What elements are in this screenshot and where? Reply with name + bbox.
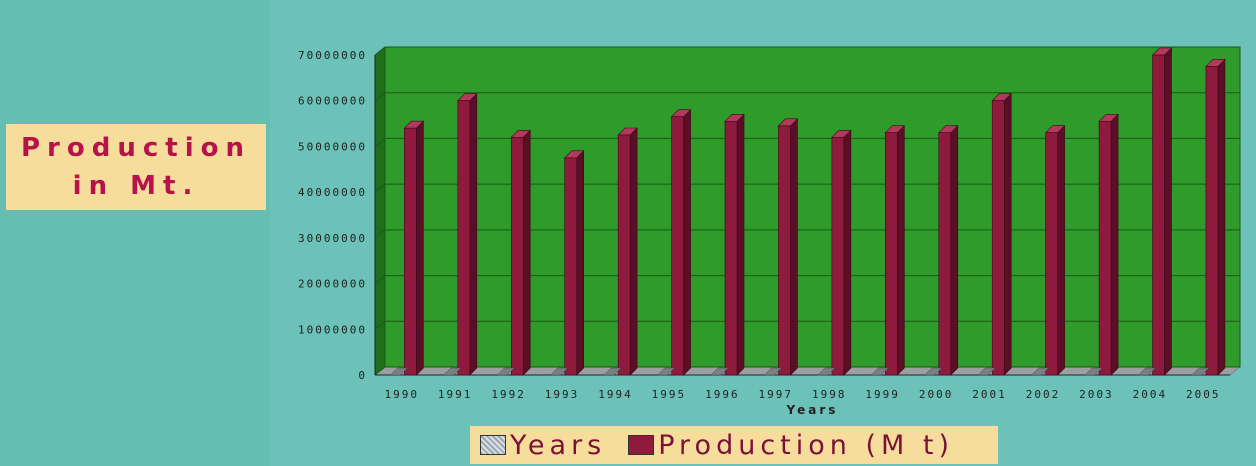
bar-side bbox=[950, 124, 959, 376]
bar-years bbox=[603, 367, 622, 376]
x-tick-label: 1994 bbox=[598, 388, 633, 401]
bar-years bbox=[817, 367, 836, 376]
y-tick-label: 60000000 bbox=[298, 95, 367, 108]
x-tick-label: 1998 bbox=[812, 388, 847, 401]
left-panel-background bbox=[0, 0, 270, 466]
bar-production bbox=[1205, 66, 1219, 376]
bar-side bbox=[1110, 113, 1119, 376]
bar-production bbox=[778, 125, 791, 376]
y-tick-label: 20000000 bbox=[298, 278, 367, 291]
x-tick-label: 1993 bbox=[545, 388, 580, 401]
bar-side bbox=[843, 129, 852, 376]
x-tick-label: 2000 bbox=[919, 388, 954, 401]
bar-production bbox=[564, 157, 578, 376]
legend-swatch-years bbox=[480, 435, 506, 455]
x-tick-label: 1990 bbox=[384, 388, 419, 401]
bar-years bbox=[763, 367, 783, 376]
bar-side bbox=[629, 127, 638, 376]
bar-years bbox=[870, 367, 889, 376]
bar-side bbox=[1217, 58, 1226, 376]
bar-side bbox=[576, 150, 585, 376]
legend-label-years: Years bbox=[510, 429, 607, 461]
x-tick-label: 2001 bbox=[972, 388, 1007, 401]
bar-production bbox=[1045, 132, 1058, 376]
x-axis-title: Years bbox=[786, 403, 839, 417]
bar-years bbox=[1137, 367, 1157, 376]
bar-years bbox=[389, 367, 408, 376]
plot-side-wall bbox=[375, 47, 385, 375]
bar-production bbox=[724, 120, 738, 376]
gridline-side bbox=[374, 183, 386, 193]
gridline-side bbox=[374, 320, 386, 330]
y-axis-title-line1: Production bbox=[21, 133, 251, 163]
x-tick-label: 1991 bbox=[438, 388, 473, 401]
bar-years bbox=[924, 367, 943, 376]
bar-production bbox=[991, 100, 1005, 376]
y-axis-title: Production in Mt. bbox=[6, 124, 266, 210]
bar-side bbox=[683, 108, 691, 376]
bar-side bbox=[416, 120, 424, 376]
x-tick-label: 1992 bbox=[491, 388, 526, 401]
x-tick-label: 2002 bbox=[1026, 388, 1061, 401]
bar-years bbox=[443, 367, 462, 376]
x-tick-label: 1997 bbox=[759, 388, 794, 401]
y-tick-label: 70000000 bbox=[298, 49, 367, 62]
y-tick-label: 40000000 bbox=[298, 186, 367, 199]
bar-side bbox=[522, 129, 531, 376]
bar-side bbox=[1057, 124, 1065, 376]
bar-years bbox=[496, 367, 515, 376]
bar-production bbox=[671, 116, 684, 376]
bar-years bbox=[977, 367, 996, 376]
bar-years bbox=[656, 367, 676, 376]
bar-production bbox=[457, 100, 471, 376]
gridline-side bbox=[374, 138, 386, 147]
x-tick-label: 2004 bbox=[1133, 388, 1168, 401]
bar-side bbox=[469, 92, 478, 376]
y-tick-label: 0 bbox=[358, 369, 367, 382]
bar-production bbox=[404, 127, 417, 376]
bar-production bbox=[1152, 54, 1165, 376]
bar-years bbox=[550, 367, 569, 376]
legend-swatch-production bbox=[628, 435, 655, 455]
legend: Years Production (M t) bbox=[470, 426, 998, 464]
bar-side bbox=[1164, 47, 1172, 376]
x-tick-label: 2003 bbox=[1079, 388, 1114, 401]
bar-side bbox=[790, 118, 798, 376]
gridline-side bbox=[374, 92, 386, 102]
x-tick-label: 2005 bbox=[1186, 388, 1221, 401]
bar-production bbox=[617, 134, 631, 376]
bar-production bbox=[885, 132, 898, 376]
bar-years bbox=[1191, 367, 1210, 376]
gridline-side bbox=[374, 366, 386, 376]
x-tick-label: 1999 bbox=[865, 388, 900, 401]
bar-production bbox=[938, 132, 952, 376]
bar-production bbox=[1098, 120, 1112, 376]
bar-years bbox=[1031, 367, 1050, 376]
gridline-side bbox=[374, 46, 386, 56]
bar-side bbox=[736, 113, 745, 376]
bar-side bbox=[897, 124, 905, 376]
legend-label-production: Production (M t) bbox=[658, 429, 954, 461]
y-tick-label: 30000000 bbox=[298, 232, 367, 245]
y-axis-title-line2: in Mt. bbox=[72, 171, 200, 201]
bar-years bbox=[1084, 367, 1103, 376]
bar-production bbox=[831, 136, 845, 376]
y-tick-label: 10000000 bbox=[298, 323, 367, 336]
x-tick-label: 1995 bbox=[652, 388, 687, 401]
bar-production bbox=[510, 136, 524, 376]
bar-years bbox=[710, 367, 729, 376]
y-tick-label: 50000000 bbox=[298, 140, 367, 153]
gridline-side bbox=[374, 275, 386, 284]
x-tick-label: 1996 bbox=[705, 388, 740, 401]
gridline-side bbox=[374, 229, 386, 239]
bar-side bbox=[1003, 92, 1012, 376]
